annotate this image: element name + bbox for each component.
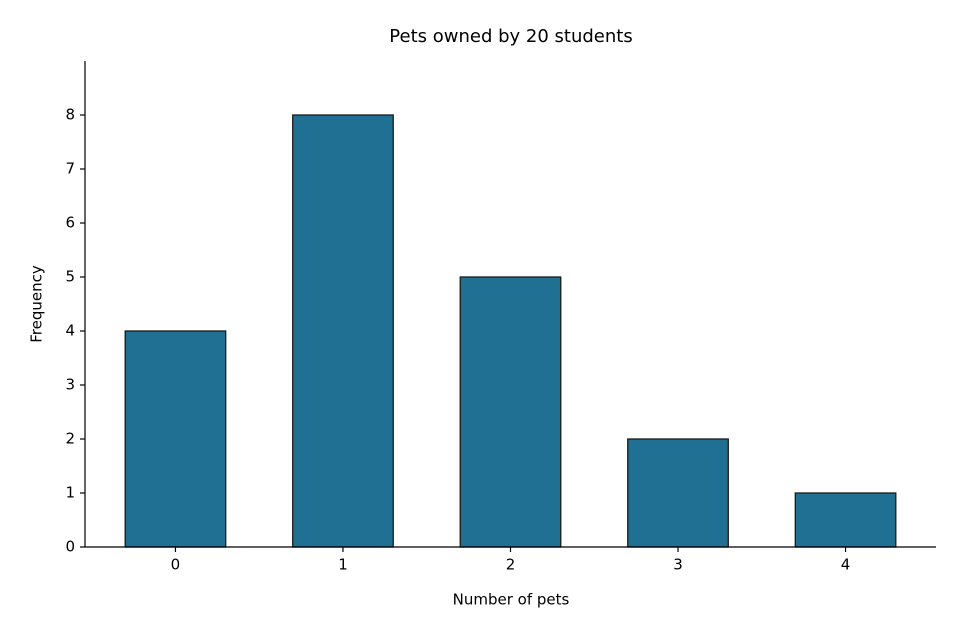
x-axis-label: Number of pets — [453, 591, 570, 609]
bar — [627, 438, 729, 548]
x-tick-label: 2 — [506, 556, 516, 574]
y-tick-label: 2 — [65, 430, 75, 448]
y-tick-label: 8 — [65, 106, 75, 124]
y-axis-label: Frequency — [28, 265, 46, 343]
bar — [124, 330, 227, 548]
x-tick-label: 0 — [171, 556, 181, 574]
y-tick-label: 3 — [65, 376, 75, 394]
y-tick-label: 7 — [65, 160, 75, 178]
y-tick-label: 6 — [65, 214, 75, 232]
x-tick-label: 1 — [338, 556, 348, 574]
x-tick-label: 4 — [841, 556, 851, 574]
bar — [292, 114, 394, 548]
x-tick-label: 3 — [673, 556, 683, 574]
chart-title: Pets owned by 20 students — [389, 26, 632, 47]
y-tick-label: 1 — [65, 484, 75, 502]
y-tick-label: 0 — [65, 538, 75, 556]
y-tick-label: 4 — [65, 322, 75, 340]
bar — [459, 276, 562, 548]
bar — [794, 492, 897, 548]
y-tick-label: 5 — [65, 268, 75, 286]
